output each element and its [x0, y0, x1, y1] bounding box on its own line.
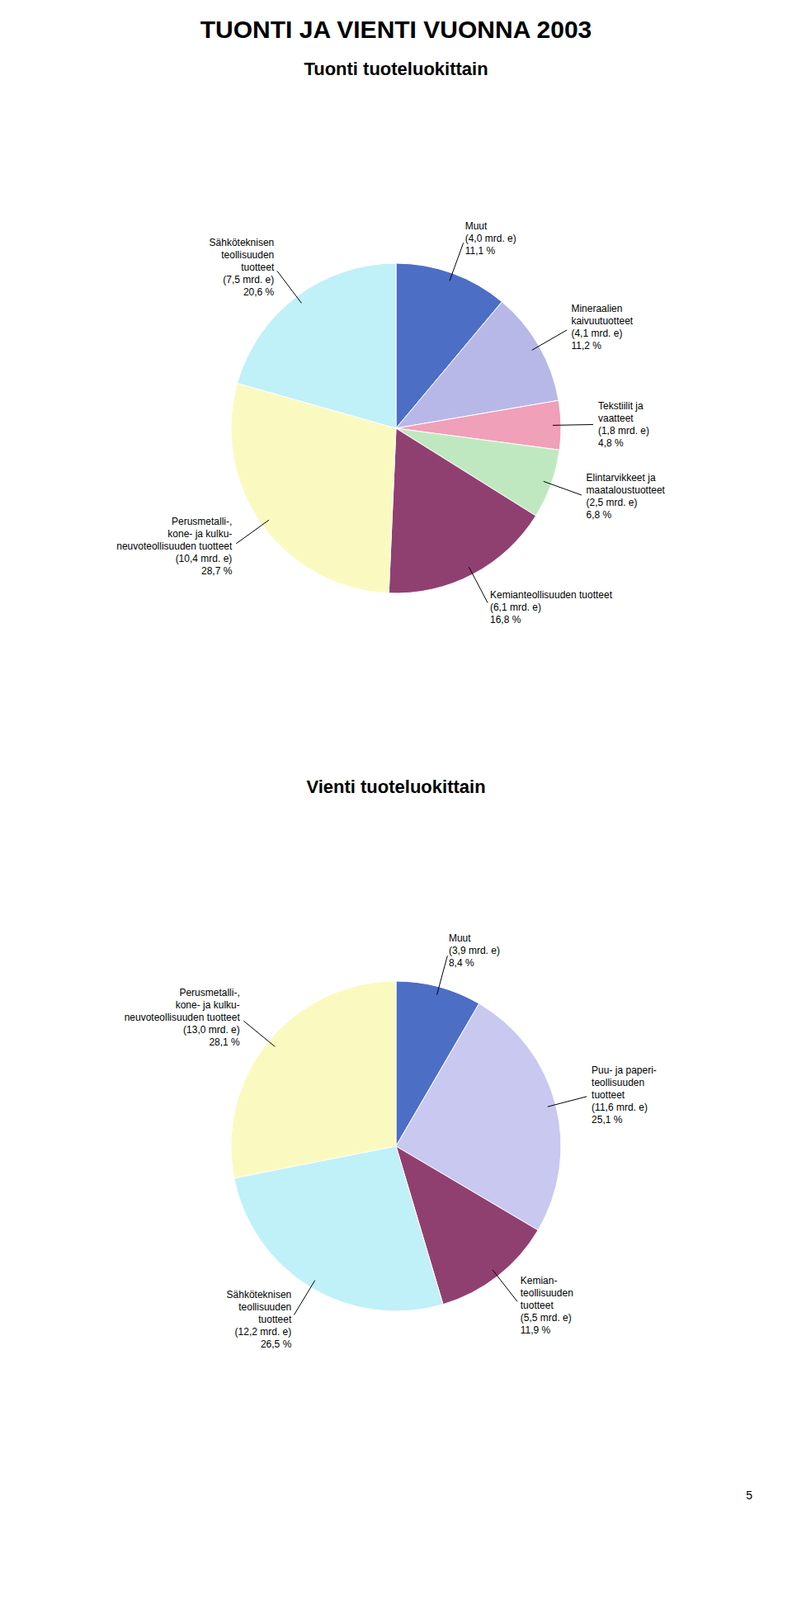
svg-text:Sähköteknisenteollisuudentuott: Sähköteknisenteollisuudentuotteet(7,5 mr… [209, 236, 275, 298]
html-text:Vienti tuoteluokittain: Vienti tuoteluokittain [306, 776, 486, 797]
html-text:5: 5 [745, 1488, 753, 1502]
svg-text:Mineraalienkaivuutuotteet(4,1: Mineraalienkaivuutuotteet(4,1 mrd. e)11,… [570, 302, 633, 352]
svg-text:Puu- ja paperi-teollisuudentuo: Puu- ja paperi-teollisuudentuotteet(11,6… [591, 1064, 657, 1126]
svg-text:Perusmetalli-,kone- ja kulku-n: Perusmetalli-,kone- ja kulku-neuvoteolli… [116, 515, 233, 577]
svg-text:Perusmetalli-,kone- ja kulku-n: Perusmetalli-,kone- ja kulku-neuvoteolli… [124, 986, 241, 1048]
svg-text:Sähköteknisenteollisuudentuott: Sähköteknisenteollisuudentuotteet(12,2 m… [226, 1288, 293, 1350]
svg-text:Muut(4,0 mrd. e)11,1 %: Muut(4,0 mrd. e)11,1 % [465, 220, 517, 257]
svg-text:Tekstiilit javaatteet(1,8 mrd.: Tekstiilit javaatteet(1,8 mrd. e)4,8 % [598, 400, 650, 449]
svg-text:Kemianteollisuuden tuotteet(6,: Kemianteollisuuden tuotteet(6,1 mrd. e)1… [490, 589, 613, 626]
svg-text:Elintarvikkeet jamaataloustuot: Elintarvikkeet jamaataloustuotteet(2,5 m… [586, 471, 666, 521]
html-text:Tuonti tuoteluokittain: Tuonti tuoteluokittain [303, 58, 489, 80]
svg-text:Muut(3,9 mrd. e)8,4 %: Muut(3,9 mrd. e)8,4 % [448, 932, 500, 969]
html-text:TUONTI JA VIENTI VUONNA 2003: TUONTI JA VIENTI VUONNA 2003 [200, 15, 592, 43]
svg-text:Kemian-teollisuudentuotteet(5,: Kemian-teollisuudentuotteet(5,5 mrd. e)1… [520, 1274, 574, 1336]
